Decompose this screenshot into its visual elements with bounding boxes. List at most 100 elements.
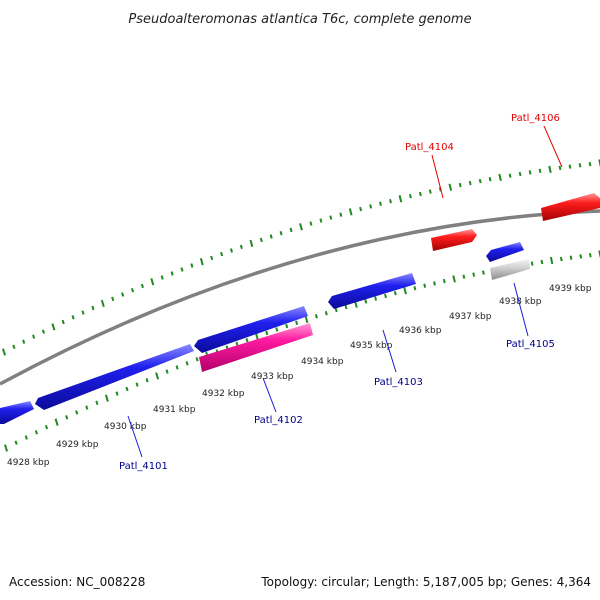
inner-tick-mark [374, 296, 378, 301]
leader-line-patl-4106 [543, 125, 563, 168]
outer-tick-mark [299, 223, 303, 231]
gene-arrow-patl-4105-gray [490, 259, 530, 280]
inner-tick-mark [3, 444, 9, 452]
gene-label-patl-4106[interactable]: Patl_4106 [511, 113, 560, 124]
inner-tick-mark [135, 382, 139, 387]
gene-label-patl-4104[interactable]: Patl_4104 [405, 142, 454, 153]
inner-tick-mark [442, 278, 446, 284]
inner-tick-mark [195, 357, 199, 362]
outer-tick-mark [190, 263, 194, 268]
outer-tick-mark [309, 221, 313, 226]
outer-tick-mark [279, 231, 283, 236]
gene-label-patl-4102[interactable]: Patl_4102 [254, 415, 303, 426]
outer-tick-mark [41, 329, 46, 334]
outer-tick-mark [51, 323, 56, 331]
gene-arrow-patl-4101b [194, 306, 308, 353]
inner-tick-mark [344, 304, 348, 310]
outer-tick-mark [548, 165, 552, 174]
inner-tick-mark [54, 418, 59, 426]
inner-tick-mark [104, 394, 109, 402]
gene-label-patl-4105[interactable]: Patl_4105 [506, 339, 555, 350]
outer-tick-mark [339, 212, 343, 217]
accession-text: Accession: NC_008228 [9, 575, 145, 589]
inner-tick-mark [364, 299, 368, 304]
gene-label-patl-4103[interactable]: Patl_4103 [374, 377, 423, 388]
outer-tick-mark [458, 182, 462, 188]
inner-tick-mark [65, 415, 69, 420]
outer-tick-mark [91, 305, 95, 311]
genome-summary-text: Topology: circular; Length: 5,187,005 bp… [260, 575, 591, 589]
gene-arrow-left-edge [0, 401, 34, 424]
outer-tick-mark [528, 170, 532, 175]
gene-arrow-patl-4103 [328, 273, 416, 309]
kbp-label: 4936 kbp [399, 326, 442, 336]
outer-tick-mark [199, 258, 204, 266]
inner-tick-mark [588, 253, 592, 258]
inner-tick-mark [413, 286, 417, 291]
gene-labels: Patl_4101 Patl_4102 Patl_4103 Patl_4104 … [119, 113, 560, 472]
kbp-label: 4934 kbp [301, 357, 344, 367]
outer-tick-mark [578, 163, 582, 168]
inner-tick-mark [462, 274, 466, 279]
gene-arrow-patl-4101 [35, 344, 194, 410]
inner-tick-mark [14, 440, 18, 445]
inner-tick-mark [452, 275, 456, 283]
outer-tick-mark [239, 244, 243, 250]
gene-label-leaders [127, 125, 563, 458]
kbp-label: 4930 kbp [104, 422, 147, 432]
outer-tick-mark [488, 177, 492, 182]
outer-tick-mark [568, 164, 572, 169]
gene-label-patl-4101[interactable]: Patl_4101 [119, 461, 168, 472]
inner-tick-mark [403, 287, 407, 295]
gene-features [0, 193, 600, 424]
kbp-label: 4928 kbp [7, 458, 50, 468]
gene-arrow-patl-4106 [541, 193, 600, 221]
leader-line-patl-4103 [382, 329, 397, 373]
outer-tick-mark [408, 194, 412, 199]
outer-tick-mark [538, 168, 542, 173]
outer-tick-mark [329, 215, 333, 220]
outer-tick-mark [418, 191, 422, 197]
gene-arrow-patl-4104 [431, 229, 477, 251]
outer-tick-mark [140, 283, 144, 289]
inner-tick-mark [85, 405, 89, 410]
outer-tick-mark [71, 315, 75, 320]
leader-line-patl-4104 [431, 154, 444, 199]
inner-tick-mark [423, 283, 427, 288]
inner-tick-mark [314, 314, 318, 319]
inner-tick-mark [540, 259, 544, 265]
outer-tick-mark [229, 248, 234, 253]
inner-tick-mark [285, 323, 289, 329]
outer-tick-mark [468, 180, 472, 186]
inner-tick-mark [185, 361, 189, 366]
kbp-label: 4929 kbp [56, 440, 99, 450]
outer-tick-mark [478, 178, 482, 184]
outer-tick-mark [1, 348, 7, 356]
outer-tick-mark [588, 161, 592, 167]
outer-tick-ring [1, 159, 600, 356]
kbp-label-group: 4928 kbp 4929 kbp 4930 kbp 4931 kbp 4932… [7, 284, 592, 468]
outer-tick-mark [12, 344, 16, 350]
inner-tick-mark [145, 377, 149, 383]
outer-tick-mark [558, 165, 562, 171]
outer-tick-mark [259, 237, 263, 243]
outer-tick-mark [22, 339, 26, 344]
outer-tick-mark [150, 278, 155, 286]
outer-tick-mark [160, 275, 164, 280]
kbp-label: 4935 kbp [350, 341, 393, 351]
inner-tick-mark [433, 281, 436, 286]
inner-tick-mark [304, 315, 309, 324]
inner-tick-mark [175, 365, 179, 370]
outer-tick-mark [81, 310, 85, 315]
outer-tick-mark [359, 206, 363, 212]
inner-tick-mark [125, 386, 129, 392]
inner-tick-mark [24, 435, 28, 440]
outer-tick-mark [210, 255, 214, 261]
outer-tick-mark [448, 183, 453, 191]
outer-tick-mark [319, 218, 323, 223]
inner-tick-mark [334, 307, 338, 313]
outer-tick-mark [111, 296, 115, 302]
kbp-label: 4932 kbp [202, 389, 245, 399]
outer-tick-mark [369, 204, 373, 209]
